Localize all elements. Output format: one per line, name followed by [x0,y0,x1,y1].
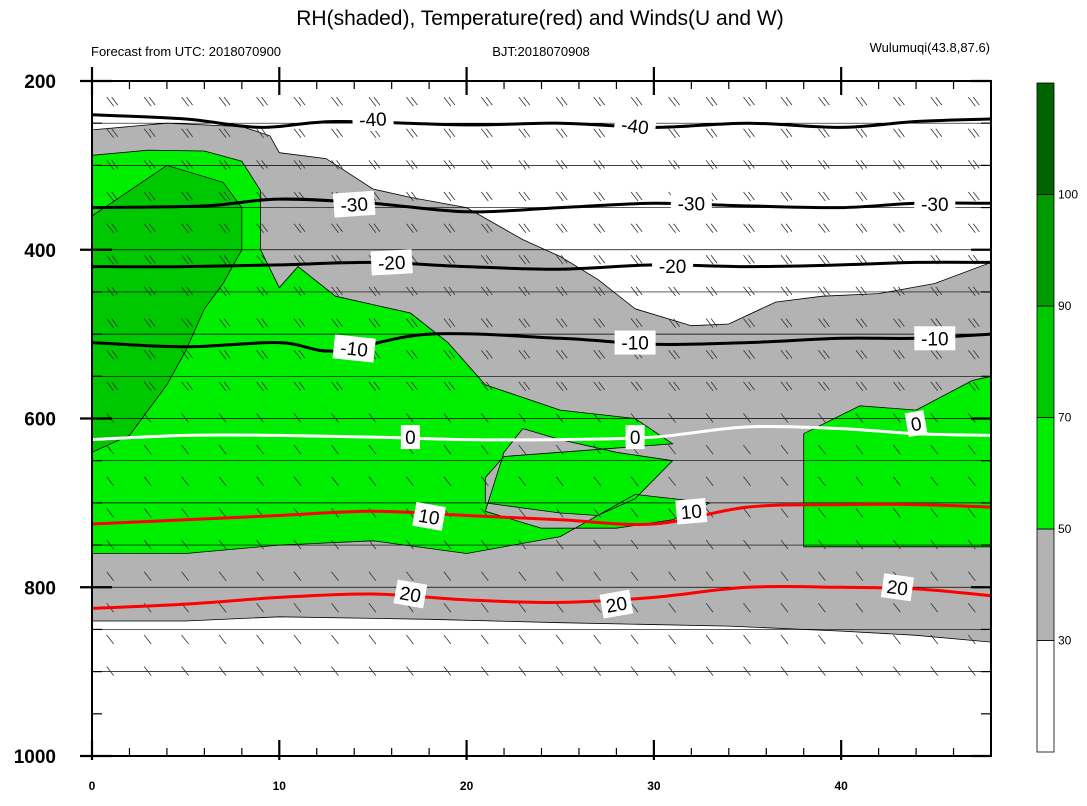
isotherm-label-text: -10 [339,338,369,362]
isotherm-label-text: -30 [340,194,369,217]
plot-area: -40 -40 -30 -30 -30 -20 -20 -10 -10 -10 0 0 0 10 10 20 2… [14,67,992,793]
isotherm-label: -30 [332,190,376,218]
isotherm-label: 10 [412,501,446,531]
isotherm-label-text: -30 [678,194,705,215]
colorbar-segment [1036,640,1055,753]
label-background [393,579,428,609]
x-tick-label: 40 [834,779,848,793]
x-tick-label: 0 [89,779,96,793]
label-background [370,249,413,276]
isotherm-label: -40 [613,110,658,141]
colorbar-label: 70 [1058,411,1072,425]
y-tick-label: 1000 [14,747,56,768]
colorbar-segment [1036,417,1055,530]
label-background [904,410,928,438]
x-tick-label: 10 [273,779,287,793]
y-tick-label: 600 [24,410,56,431]
label-background [614,330,656,355]
isotherm--30 [91,197,992,214]
chart-title: RH(shaded), Temperature(red) and Winds(U… [296,7,783,30]
isotherm-label-text: 20 [885,577,909,601]
isotherm-label-text: 20 [604,593,628,617]
label-background [351,105,394,133]
isotherm-label: 0 [904,410,928,438]
isotherm-10 [91,502,992,527]
label-background [675,498,708,525]
isotherm-label-text: -10 [921,329,948,350]
label-background [670,191,712,216]
isotherm-label: 20 [599,589,634,619]
colorbar-segment [1036,528,1055,641]
colorbar-segment [1036,82,1055,195]
y-tick-label: 800 [24,578,56,599]
x-tick-label: 30 [647,779,661,793]
isotherm-label: 0 [400,425,420,450]
colorbar-label: 50 [1058,522,1072,536]
isotherm-label-text: -40 [359,109,388,131]
x-tick-label: 20 [460,779,474,793]
colorbar-label: 100 [1058,188,1078,202]
isotherm-label-text: 0 [909,414,923,437]
isotherm-20 [91,584,992,610]
station-subtitle: Wulumuqi(43.8,87.6) [870,40,990,55]
isotherm-label-text: 20 [398,583,422,607]
isotherm-label: -10 [914,326,956,351]
colorbar-segment [1036,194,1055,307]
isotherm--40 [91,113,992,129]
forecast-subtitle: Forecast from UTC: 2018070900 [91,44,281,59]
isotherm-label-text: 10 [417,506,441,530]
label-background [652,253,694,278]
isotherm-label-text: 10 [680,501,703,524]
temperature-contours [91,113,992,610]
isotherm-label: -30 [670,191,712,216]
label-background [332,334,376,363]
label-background [625,425,645,450]
isotherm--20 [91,260,992,271]
colorbar: 30 50 70 90 100 [1036,82,1078,753]
isotherm-label: -20 [652,253,694,278]
label-background [914,326,956,351]
isotherm-label: -20 [370,249,413,276]
label-background [412,501,446,531]
colorbar-label: 90 [1058,299,1072,313]
isotherm-label: 0 [625,425,645,450]
isotherm-0 [91,424,992,442]
isotherm-label-text: 0 [630,428,641,449]
rh-region-green [91,149,712,554]
label-background [332,190,376,218]
isotherm-label: -40 [351,105,394,133]
colorbar-segment [1036,305,1055,418]
isotherm-label: 10 [675,498,708,525]
isotherm-label: 20 [880,573,914,602]
isotherm-label-text: -40 [620,115,650,140]
label-background [613,110,658,141]
isotherm-label-text: -20 [659,257,686,278]
colorbar-label: 30 [1058,634,1072,648]
isotherm-label: -30 [914,192,956,217]
isotherm-label-text: -10 [621,334,648,355]
isotherm-label: -10 [332,334,376,363]
label-background [599,589,634,619]
label-background [400,425,420,450]
bjt-subtitle: BJT:2018070908 [492,44,590,59]
isotherm-label-text: 0 [405,428,416,449]
y-tick-label: 400 [24,241,56,262]
temperature-labels: -40 -40 -30 -30 -30 -20 -20 -10 -10 -10 0 0 0 10 10 20 2… [332,105,956,619]
label-background [880,573,914,602]
isotherm--10 [91,332,992,353]
isotherm-label: 20 [393,579,428,609]
label-background [914,192,956,217]
isotherm-label: -10 [614,330,656,355]
isotherm-label-text: -20 [378,253,407,275]
y-tick-label: 200 [24,72,56,93]
isotherm-label-text: -30 [921,195,948,216]
